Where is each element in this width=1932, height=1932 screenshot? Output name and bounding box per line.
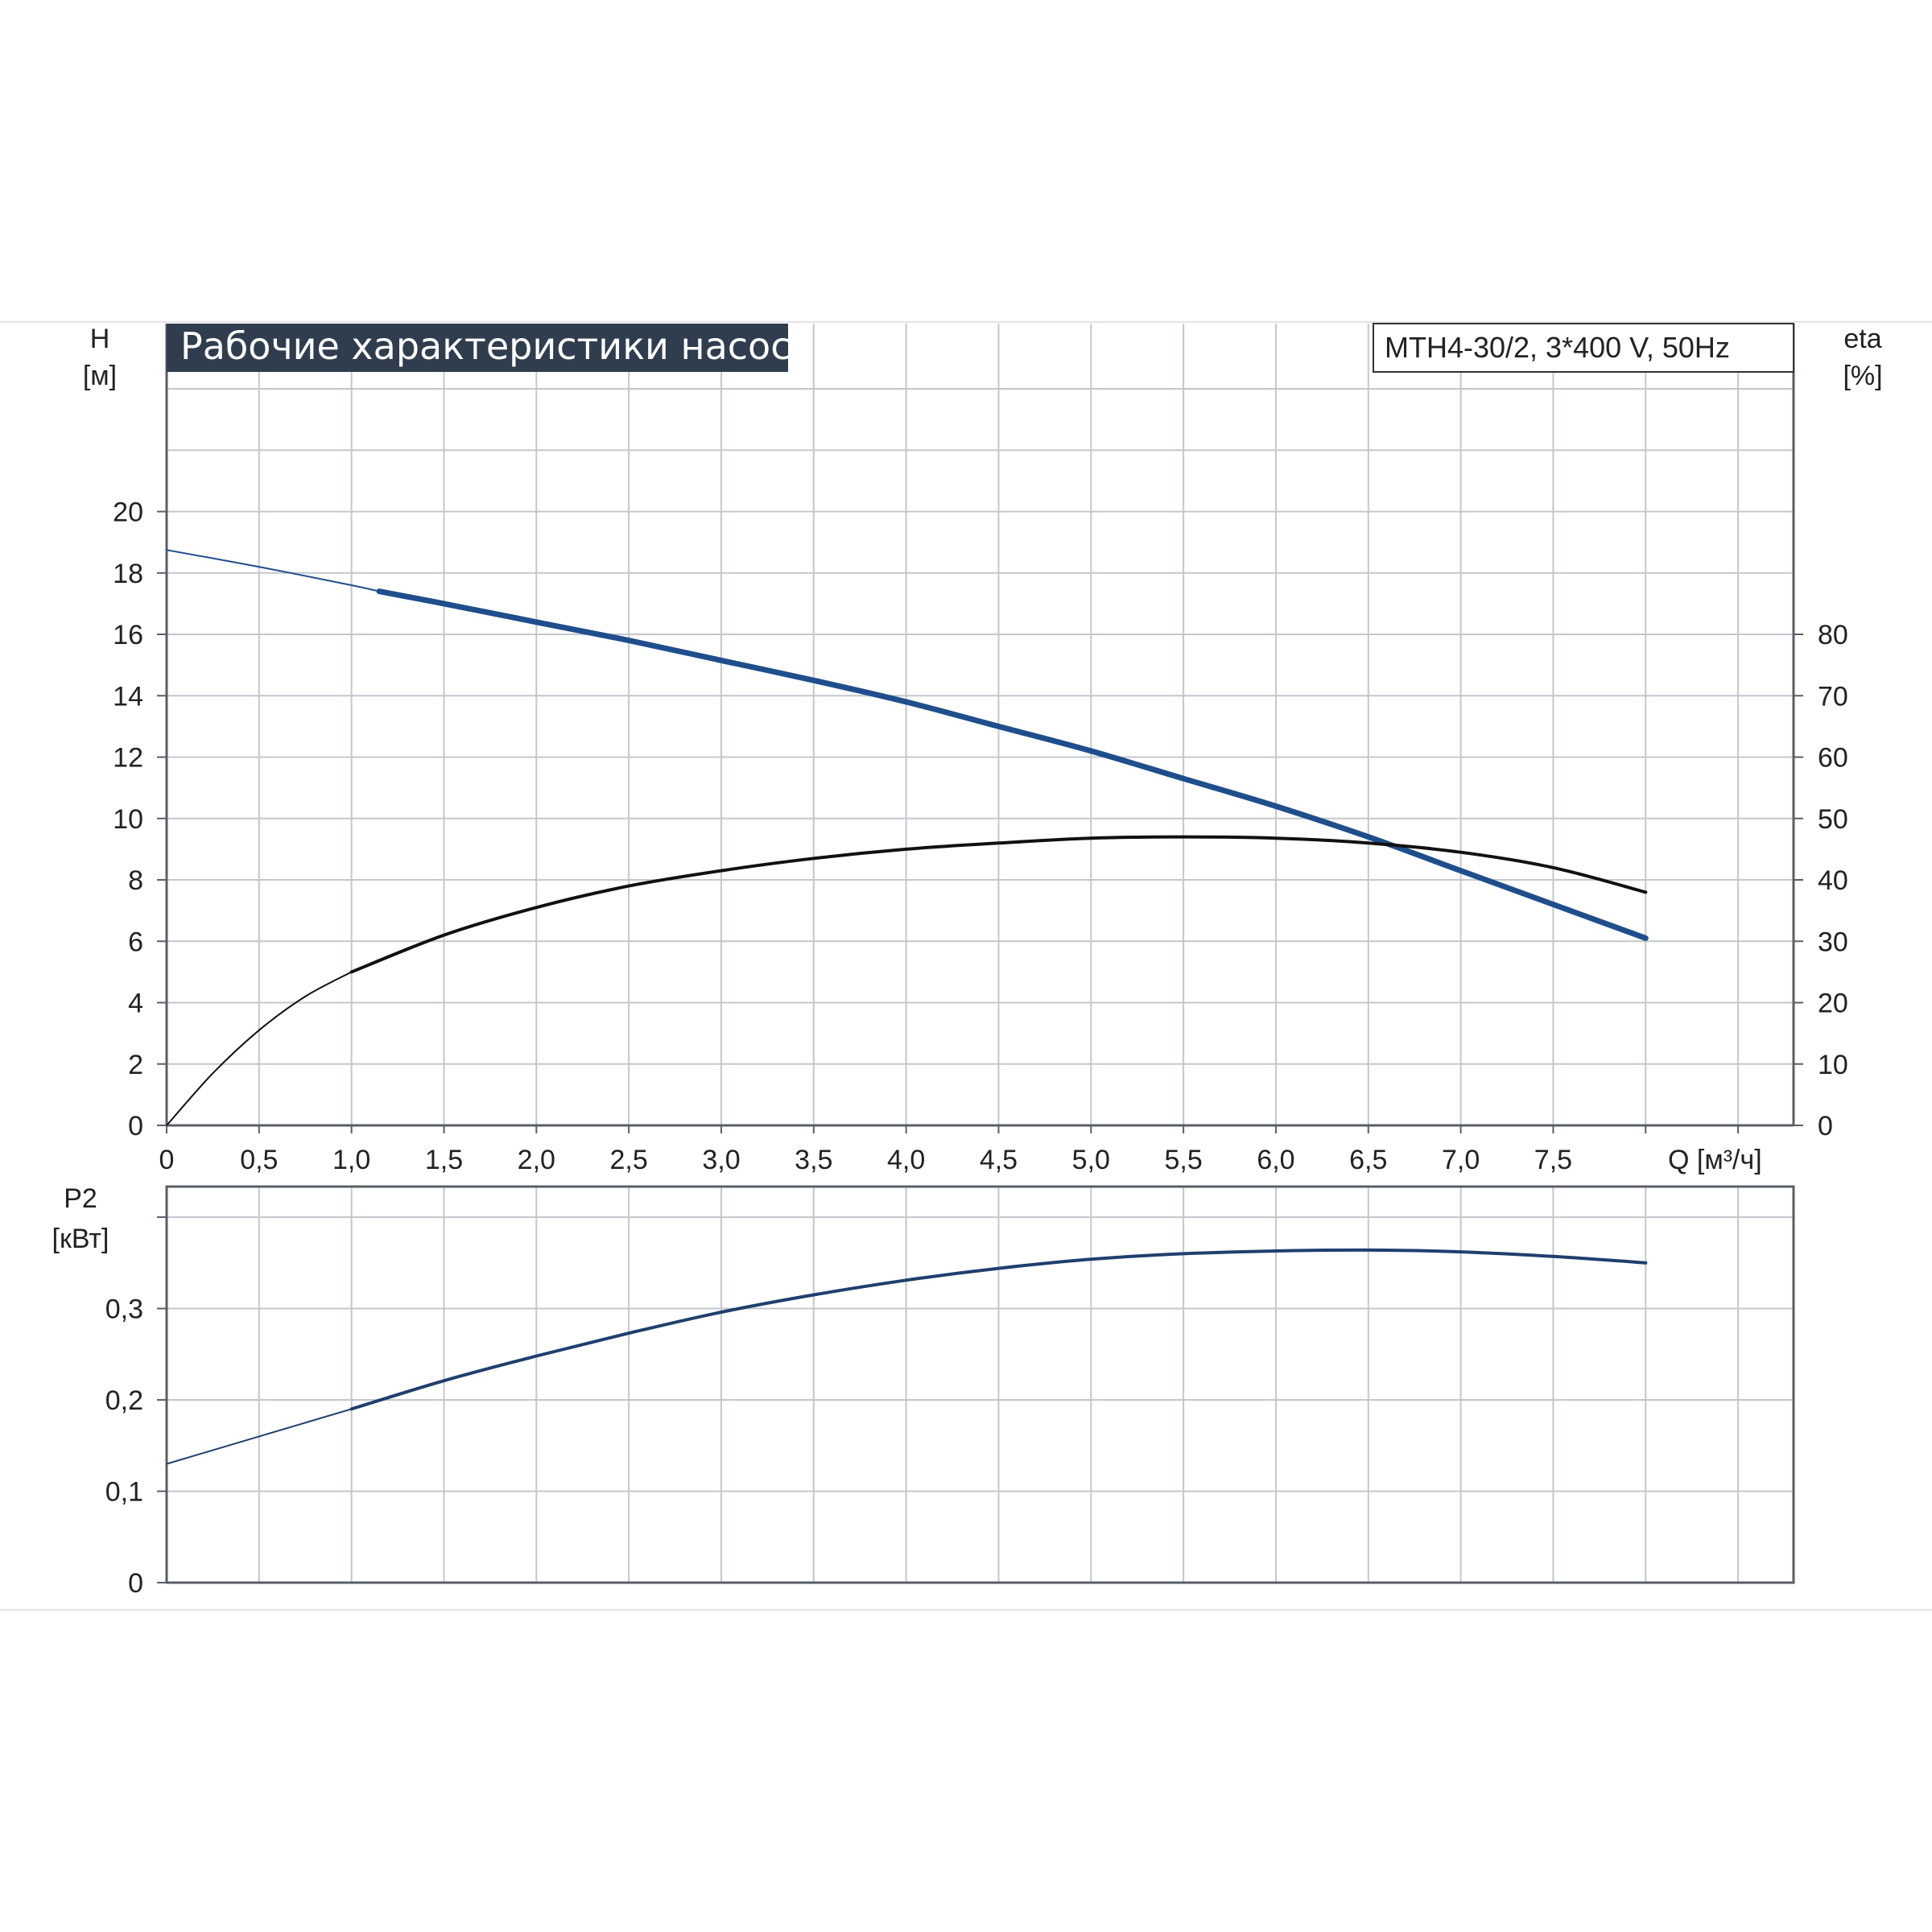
x-tick-label: 2,5 [610, 1145, 648, 1175]
y-axis-unit-p2: [кВт] [52, 1224, 109, 1254]
y2-tick-label: 80 [1818, 620, 1848, 650]
x-tick-label: 7,0 [1442, 1145, 1480, 1175]
power-curve-extrapolated [166, 1408, 352, 1465]
power-curve-line [349, 1248, 1648, 1411]
lower-chart-tick-labels: 0 0,1 0,2 0,3 [105, 1294, 143, 1600]
lower-chart-grid [157, 1185, 1795, 1584]
efficiency-curve-extrapolated [166, 971, 353, 1126]
y2-tick-label: 60 [1818, 743, 1848, 774]
x-tick-label: 3,0 [702, 1145, 740, 1175]
x-tick-label: 1,0 [332, 1145, 370, 1175]
model-label-box [1373, 323, 1794, 373]
y-axis-label-h: H [90, 324, 110, 354]
efficiency-curve-line [349, 835, 1648, 974]
upper-chart-series [166, 549, 1649, 1126]
y2-tick-label: 50 [1818, 804, 1848, 835]
y2-tick-label: 70 [1818, 681, 1848, 712]
y-tick-label: 8 [128, 865, 143, 896]
p2-tick-label: 0 [128, 1568, 143, 1599]
y-tick-label: 0 [128, 1111, 143, 1141]
p2-tick-label: 0,1 [105, 1477, 143, 1508]
p2-tick-label: 0,2 [105, 1385, 143, 1416]
x-tick-label: 6,5 [1349, 1145, 1387, 1175]
y-axis-unit-h: [м] [83, 361, 117, 391]
lower-chart-series [166, 1248, 1648, 1465]
y-axis-label-p2: P2 [64, 1183, 97, 1214]
upper-chart-grid [157, 324, 1803, 1133]
x-tick-label: 4,5 [980, 1145, 1018, 1175]
y-tick-label: 6 [128, 927, 143, 957]
x-tick-label: 0 [159, 1145, 175, 1175]
y-tick-label: 16 [113, 620, 143, 650]
x-tick-label: 6,0 [1257, 1145, 1294, 1175]
x-axis-label-q: Q [м³/ч] [1668, 1145, 1762, 1175]
head-curve-extrapolated [166, 549, 380, 592]
y2-axis-unit-eta: [%] [1843, 361, 1882, 391]
y2-tick-label: 20 [1818, 989, 1848, 1019]
y2-tick-label: 30 [1818, 927, 1848, 957]
y-tick-label: 12 [113, 743, 143, 774]
x-tick-label: 7,5 [1534, 1145, 1572, 1175]
x-tick-label: 0,5 [240, 1145, 278, 1175]
chart-title-background [167, 324, 788, 372]
y2-tick-label: 0 [1818, 1111, 1833, 1141]
model-label: MTH4-30/2, 3*400 V, 50Hz [1385, 331, 1730, 364]
head-curve-line [376, 588, 1649, 941]
p2-tick-label: 0,3 [105, 1294, 143, 1325]
y2-axis-label-eta: eta [1843, 324, 1881, 354]
x-tick-label: 3,5 [795, 1145, 832, 1175]
x-tick-label: 2,0 [518, 1145, 555, 1175]
y2-tick-label: 10 [1818, 1050, 1848, 1080]
y-tick-label: 2 [128, 1050, 143, 1080]
x-tick-label: 5,5 [1164, 1145, 1202, 1175]
chart-title: Рабочие характеристики насоса [180, 324, 814, 368]
upper-chart-tick-labels: 0 0,5 1,0 1,5 2,0 2,5 3,0 3,5 4,0 4,5 5,0 5,5 6,0 6,5… [113, 497, 1848, 1176]
y-tick-label: 10 [113, 804, 143, 835]
x-tick-label: 1,5 [425, 1145, 463, 1175]
y-tick-label: 14 [113, 681, 143, 712]
x-tick-label: 4,0 [887, 1145, 925, 1175]
y-tick-label: 20 [113, 497, 143, 528]
lower-chart-frame [165, 1185, 1795, 1584]
y-tick-label: 18 [113, 559, 143, 589]
y-tick-label: 4 [128, 989, 143, 1019]
y2-tick-label: 40 [1818, 865, 1848, 896]
x-tick-label: 5,0 [1072, 1145, 1110, 1175]
